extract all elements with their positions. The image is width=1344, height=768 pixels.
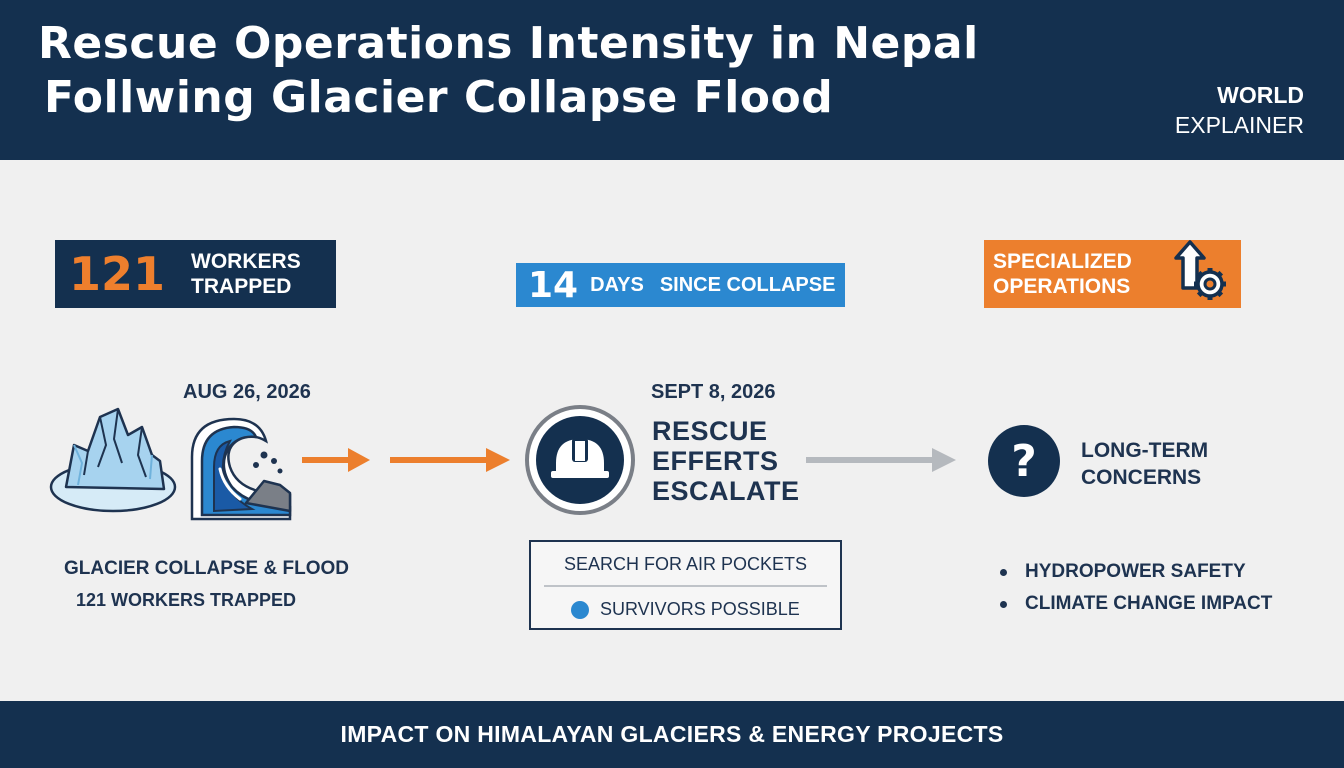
rescue-title-line-3: ESCALATE [652,476,800,506]
concerns-title-line-1: LONG-TERM [1081,439,1209,462]
search-status: SURVIVORS POSSIBLE [571,599,800,620]
footer-banner: IMPACT ON HIMALAYAN GLACIERS & ENERGY PR… [0,701,1344,768]
specialized-label: SPECIALIZED OPERATIONS [993,249,1132,299]
page-title-line-1: Rescue Operations Intensity in Nepal [38,18,979,69]
concerns-list: HYDROPOWER SAFETY CLIMATE CHANGE IMPACT [1000,556,1272,620]
concern-item-text: CLIMATE CHANGE IMPACT [1025,593,1273,614]
concern-item-text: HYDROPOWER SAFETY [1025,561,1246,582]
glacier-icon [48,405,178,522]
page-title-line-2: Follwing Glacier Collapse Flood [44,72,834,123]
rescue-title-line-2: EFFERTS [652,446,779,476]
bullet-icon [1000,568,1007,576]
event-2-date: SEPT 8, 2026 [651,381,776,403]
search-status-text: SURVIVORS POSSIBLE [600,599,800,619]
upload-gear-icon [1170,232,1234,313]
svg-text:?: ? [1011,436,1037,487]
long-term-concerns-title: LONG-TERM CONCERNS [1081,437,1208,491]
specialized-line-1: SPECIALIZED [993,250,1132,273]
arrow-right-icon [390,448,510,472]
list-item: HYDROPOWER SAFETY [1000,556,1272,588]
bullet-icon [1000,600,1007,608]
rescue-title-line-1: RESCUE [652,416,768,446]
event-1-date: AUG 26, 2026 [183,381,311,403]
event-1-caption-2: 121 WORKERS TRAPPED [76,590,297,610]
wave-flood-icon [190,415,294,526]
days-label: DAYS [590,273,644,296]
rescue-efforts-title: RESCUE EFFERTS ESCALATE [652,416,800,506]
question-icon: ? [987,424,1061,503]
arrow-right-icon [302,448,370,472]
status-dot-icon [571,600,589,619]
concerns-title-line-2: CONCERNS [1081,466,1202,489]
days-count: 14 [528,264,579,306]
stat-days-since-collapse: 14 DAYS SINCE COLLAPSE [516,263,845,307]
workers-label-line-2: TRAPPED [191,275,292,298]
search-status-box: SEARCH FOR AIR POCKETS SURVIVORS POSSIBL… [529,540,842,630]
brand-line-2: EXPLAINER [1174,112,1304,138]
footer-text: IMPACT ON HIMALAYAN GLACIERS & ENERGY PR… [340,721,1004,747]
brand-logo: WORLD EXPLAINER [1175,82,1304,139]
header-banner: Rescue Operations Intensity in Nepal Fol… [0,0,1344,160]
stat-workers-trapped: 121 WORKERS TRAPPED [55,240,336,308]
divider [544,585,827,587]
stat-specialized-operations: SPECIALIZED OPERATIONS [984,240,1241,308]
search-title: SEARCH FOR AIR POCKETS [563,554,808,574]
helmet-icon [525,405,635,520]
event-1-caption-1: GLACIER COLLAPSE & FLOOD [64,558,349,579]
days-suffix: SINCE COLLAPSE [659,273,836,296]
workers-label-line-1: WORKERS [191,250,301,273]
specialized-line-2: OPERATIONS [993,275,1131,298]
brand-line-1: WORLD [1217,82,1304,108]
workers-count: 121 [69,247,166,301]
list-item: CLIMATE CHANGE IMPACT [1000,588,1272,620]
arrow-right-icon [806,448,956,472]
workers-label: WORKERS TRAPPED [191,249,301,299]
